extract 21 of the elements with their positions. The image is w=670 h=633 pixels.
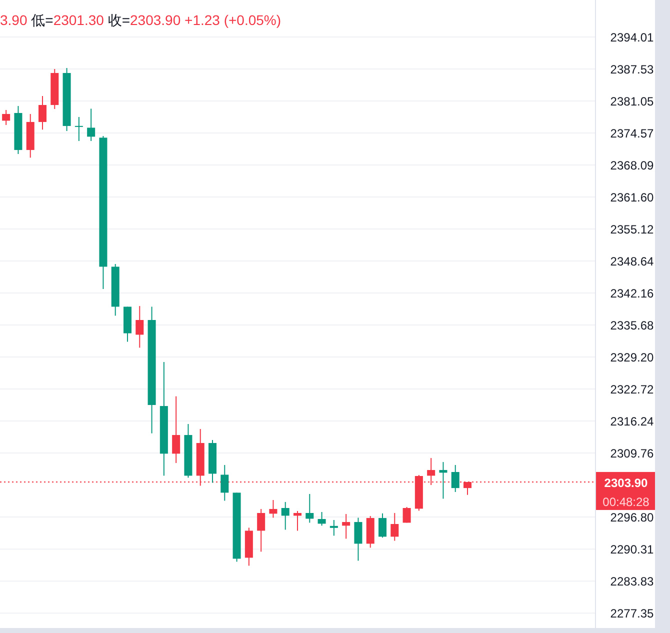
ytick: 2290.31	[610, 542, 654, 557]
ytick: 2361.60	[610, 190, 654, 205]
title: 3.90 低=2301.30 收=2303.90 +1.23 (+0.05%)	[0, 12, 282, 28]
ytick: 2387.53	[610, 62, 654, 76]
ytick: 2342.16	[610, 286, 654, 301]
ytick: 2322.72	[610, 382, 654, 397]
ytick: 2316.24	[610, 414, 654, 429]
ytick: 2348.64	[610, 254, 654, 269]
ytick: 2394.01	[610, 30, 654, 44]
ref-label: 2303.90	[604, 476, 648, 490]
ytick: 2368.09	[610, 158, 654, 172]
ytick: 2355.12	[610, 222, 654, 237]
ytick: 2277.35	[610, 606, 654, 621]
ytick: 2309.76	[610, 446, 654, 461]
ref-label: 00:48:28	[602, 494, 650, 509]
ytick: 2296.80	[610, 510, 654, 525]
ytick: 2335.68	[610, 318, 654, 333]
ytick: 2381.05	[610, 94, 654, 108]
ytick: 2329.20	[610, 350, 654, 365]
ytick: 2374.57	[610, 126, 654, 140]
ytick: 2283.83	[610, 574, 654, 589]
